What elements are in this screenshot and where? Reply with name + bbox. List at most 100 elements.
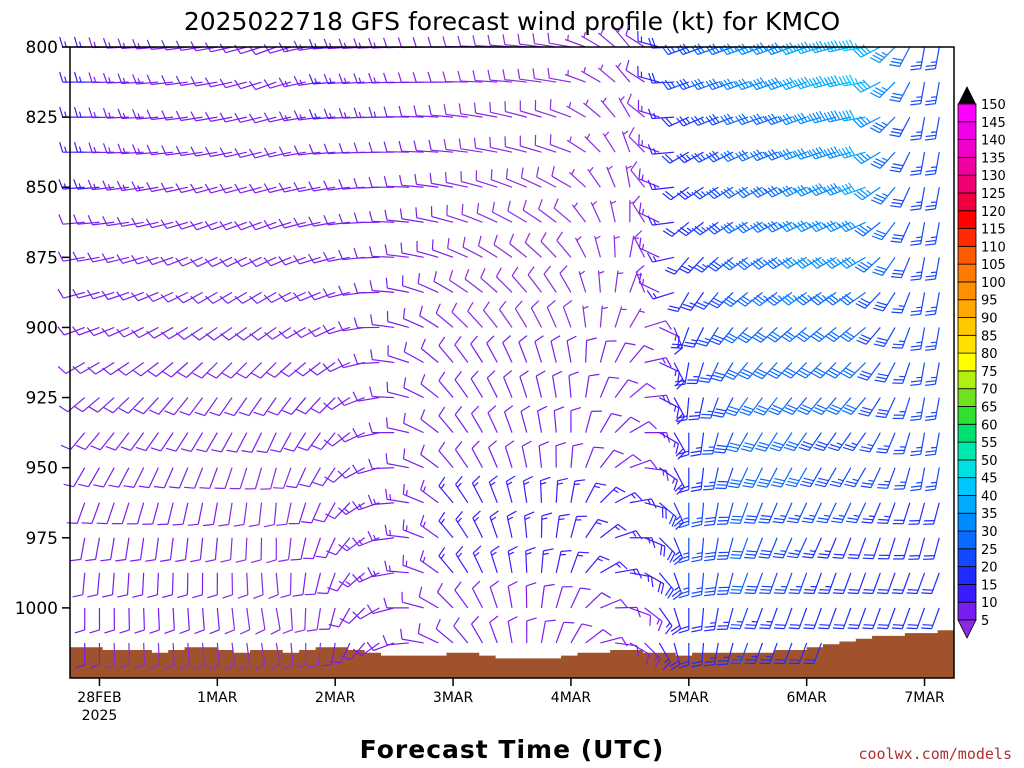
barb-flag bbox=[731, 479, 742, 482]
wind-barb bbox=[488, 440, 498, 468]
wind-barb bbox=[706, 256, 734, 272]
barb-flag bbox=[681, 265, 691, 272]
barb-shaft bbox=[172, 607, 175, 630]
barb-flag bbox=[849, 109, 855, 120]
barb-flag bbox=[856, 227, 867, 235]
colorbar-segment bbox=[957, 512, 977, 532]
wind-barb bbox=[101, 253, 130, 264]
barb-flag bbox=[910, 169, 922, 173]
wind-barb bbox=[716, 572, 734, 595]
barb-flag bbox=[860, 409, 871, 414]
wind-barb bbox=[571, 202, 587, 223]
barb-shaft bbox=[724, 432, 734, 454]
barb-shaft bbox=[599, 413, 612, 433]
barb-flag bbox=[840, 372, 851, 379]
wind-barb bbox=[486, 370, 498, 398]
wind-barb bbox=[307, 253, 336, 264]
barb-flag bbox=[753, 150, 761, 160]
barb-shaft bbox=[472, 517, 484, 539]
barb-half-flag bbox=[614, 236, 620, 239]
wind-barb bbox=[780, 291, 808, 306]
barb-half-flag bbox=[490, 516, 497, 521]
barb-shaft bbox=[599, 305, 603, 328]
barb-shaft bbox=[78, 326, 100, 336]
barb-shaft bbox=[122, 256, 144, 264]
barb-shaft bbox=[372, 324, 395, 329]
barb-flag bbox=[190, 146, 197, 157]
barb-shaft bbox=[445, 148, 468, 153]
barb-shaft bbox=[236, 432, 248, 453]
barb-shaft bbox=[110, 537, 115, 560]
barb-flag bbox=[844, 220, 853, 229]
barb-flag bbox=[827, 76, 834, 87]
barb-shaft bbox=[284, 81, 306, 88]
barb-flag bbox=[858, 412, 869, 417]
barb-flag bbox=[203, 523, 214, 527]
wind-barb bbox=[725, 397, 749, 417]
x-tick-label: 7MAR bbox=[904, 690, 945, 706]
barb-shaft bbox=[826, 502, 837, 523]
wind-barb bbox=[118, 397, 145, 414]
barb-flag bbox=[593, 446, 605, 449]
barb-flag bbox=[848, 589, 860, 591]
wind-barb bbox=[211, 432, 233, 453]
barb-flag bbox=[601, 592, 611, 599]
wind-barb bbox=[855, 291, 881, 309]
wind-barb bbox=[691, 642, 705, 668]
barb-flag bbox=[428, 104, 432, 116]
barb-shaft bbox=[184, 537, 189, 560]
barb-flag bbox=[294, 629, 305, 633]
barb-shaft bbox=[685, 221, 704, 237]
barb-flag bbox=[676, 80, 684, 90]
barb-flag bbox=[546, 300, 556, 308]
barb-shaft bbox=[171, 572, 174, 595]
wind-barb bbox=[838, 74, 866, 87]
barb-shaft bbox=[275, 607, 281, 630]
barb-flag bbox=[925, 380, 937, 383]
barb-shaft bbox=[551, 175, 572, 188]
barb-flag bbox=[834, 589, 845, 591]
barb-shaft bbox=[749, 397, 763, 416]
x-tick-label: 4MAR bbox=[551, 690, 592, 706]
barb-shaft bbox=[901, 607, 911, 629]
barb-flag bbox=[725, 335, 735, 342]
barb-half-flag bbox=[604, 131, 610, 137]
wind-barb bbox=[910, 117, 926, 141]
barb-flag bbox=[816, 480, 828, 485]
barb-flag bbox=[738, 79, 746, 89]
barb-flag bbox=[239, 664, 250, 670]
wind-barb bbox=[767, 362, 793, 379]
barb-half-flag bbox=[851, 222, 856, 228]
barb-flag bbox=[651, 537, 656, 548]
wind-barb bbox=[438, 546, 454, 574]
barb-flag bbox=[739, 334, 750, 341]
barb-shaft bbox=[77, 221, 100, 225]
barb-shaft bbox=[99, 432, 115, 451]
barb-flag bbox=[177, 594, 188, 599]
barb-shaft bbox=[590, 202, 601, 223]
barb-flag bbox=[489, 580, 500, 588]
barb-flag bbox=[708, 152, 717, 161]
barb-flag bbox=[88, 142, 93, 153]
barb-flag bbox=[117, 368, 127, 376]
barb-flag bbox=[400, 242, 403, 254]
wind-barb bbox=[559, 265, 572, 293]
barb-flag bbox=[844, 294, 854, 302]
wind-barb bbox=[293, 254, 321, 265]
barb-half-flag bbox=[685, 118, 691, 124]
barb-flag bbox=[556, 231, 564, 241]
barb-half-flag bbox=[422, 556, 426, 563]
wind-barb bbox=[219, 183, 247, 194]
barb-flag bbox=[808, 223, 817, 233]
barb-shaft bbox=[293, 432, 307, 452]
barb-flag bbox=[234, 221, 242, 231]
barb-shaft bbox=[180, 81, 203, 86]
barb-half-flag bbox=[709, 622, 716, 624]
barb-flag bbox=[664, 116, 673, 126]
barb-flag bbox=[59, 106, 64, 118]
barb-flag bbox=[891, 346, 903, 349]
barb-flag bbox=[694, 225, 704, 234]
barb-flag bbox=[352, 464, 359, 474]
barb-half-flag bbox=[762, 116, 767, 122]
barb-flag bbox=[638, 272, 642, 284]
